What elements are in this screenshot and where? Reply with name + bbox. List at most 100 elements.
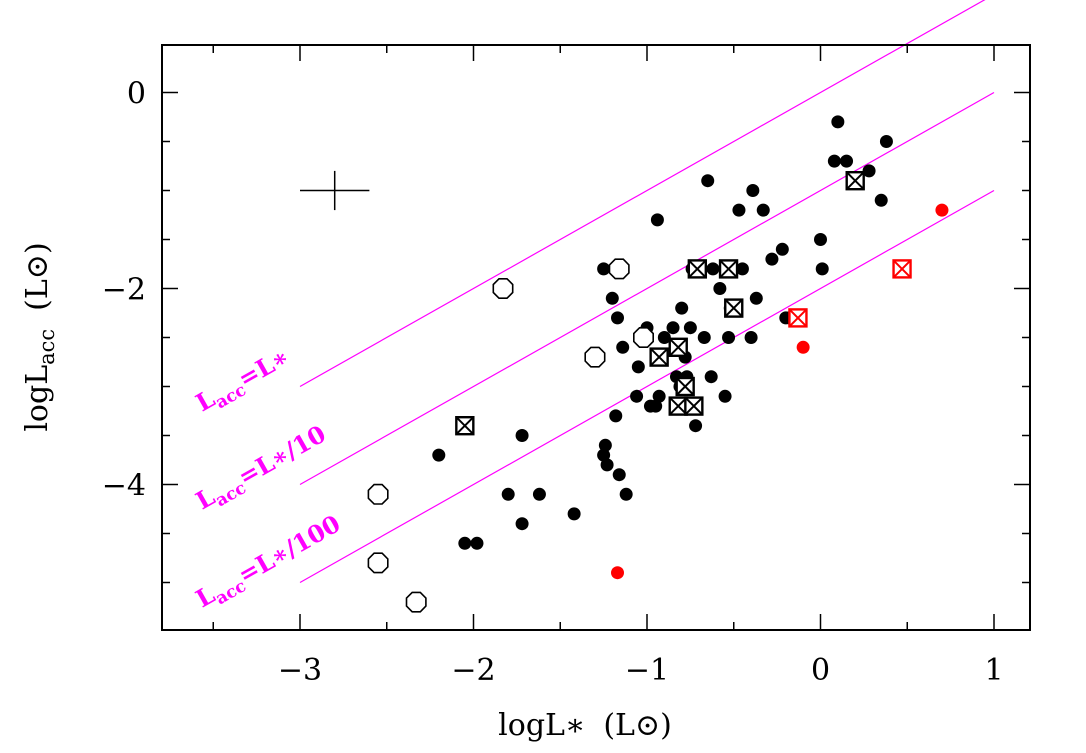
data-point-boxed [675,376,695,397]
data-point [605,291,619,305]
data-point-boxed [724,298,744,318]
cross [649,347,669,367]
data-point-open [367,552,389,574]
cross [675,377,695,396]
axis-ticks [162,45,1030,630]
x-axis-title-unit: (L [603,708,635,743]
reference-line-label-text: Lacc=L∗ [191,342,297,422]
cross [669,338,688,357]
x-axis-title: logL∗ (L⊙) [498,708,672,743]
data-point [713,282,727,295]
data-point-open [632,326,655,349]
data-point [765,252,779,266]
data-point [862,164,876,178]
data-point-boxed [687,259,708,279]
data-point [701,174,715,188]
data-point-boxed [788,308,808,328]
reference-line-label: Lacc=L∗ [191,342,297,422]
data-point [598,438,612,452]
data-point-boxed [845,170,865,191]
reference-line [299,0,986,388]
x-tick-label: −3 [278,653,322,688]
data-markers [367,115,949,613]
data-point [666,321,680,335]
data-point [775,242,789,256]
cross [724,298,743,318]
y-axis-title-unit: (L [20,279,55,311]
reference-line [299,91,995,486]
data-point [746,184,760,197]
y-tick-label: −4 [102,469,146,504]
x-tick-label: 1 [984,653,1003,688]
reference-line-label-text: Lacc=L∗/10 [191,419,333,520]
data-point [597,262,611,276]
reference-line-label-text: Lacc=L∗/100 [191,509,348,618]
data-point [532,487,546,501]
data-point [600,458,614,472]
data-point [814,233,827,246]
data-point [689,419,703,433]
cross [669,396,688,416]
cross [892,259,912,279]
data-point [630,389,644,403]
cross [455,416,475,435]
data-point [732,203,746,217]
data-point-open [367,483,389,505]
data-point-open [405,591,427,613]
x-axis-title-close: ) [660,708,672,743]
cross [688,259,707,279]
reference-line-label: Lacc=L∗/100 [191,509,348,618]
data-point [874,193,888,207]
data-point [827,154,841,168]
data-point [744,331,758,344]
y-tick-label: 0 [127,77,146,112]
data-point [501,487,515,501]
data-point [458,536,472,550]
data-point-boxed [684,396,704,416]
data-point [722,331,736,344]
data-point [650,213,664,227]
data-point-boxed [649,347,669,367]
data-point [515,429,529,442]
data-point [619,487,633,501]
data-point-boxed [718,259,739,279]
data-point-open [584,346,606,368]
x-tick-label: −2 [451,653,495,688]
data-point [612,468,626,482]
y-tick-label: −2 [102,273,146,308]
data-point [675,301,689,315]
data-point [597,448,611,462]
data-point [879,135,893,148]
cross [719,259,738,279]
cross [845,171,865,190]
data-point [735,262,749,276]
data-point [611,566,625,580]
data-point [657,331,671,344]
data-point [652,389,666,403]
cross [684,396,704,416]
reference-line [299,189,995,584]
label-text: =L∗/100 [233,509,345,590]
data-point [704,370,718,384]
cross [788,308,808,328]
y-axis-title: logLacc (L⊙) [20,242,59,431]
x-axis-title-sun: ⊙ [635,708,660,743]
label-text: =L∗/10 [233,419,331,491]
data-point [609,409,623,423]
data-point [749,291,763,305]
error-bar [300,170,370,211]
x-axis-title-star: ∗ [565,708,585,743]
data-point [718,389,732,403]
data-point [706,262,720,276]
data-point [831,115,845,129]
data-point [697,331,711,344]
reference-lines [299,0,995,584]
x-tick-label: −1 [625,653,669,688]
data-point [470,536,484,550]
data-point-boxed [668,337,688,357]
data-point-boxed [455,416,475,436]
data-point [515,517,529,531]
data-point-boxed [892,259,912,279]
